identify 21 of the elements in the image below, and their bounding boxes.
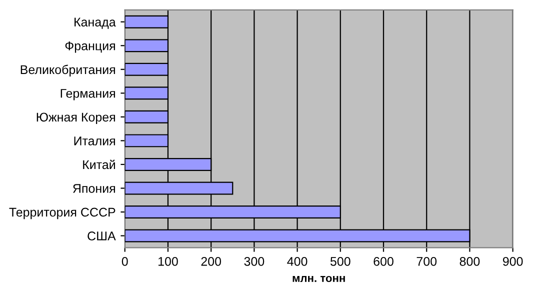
x-tick-label: 300 [244, 257, 264, 266]
y-tick-label: США [88, 232, 116, 240]
x-tick-label: 0 [122, 257, 128, 266]
y-tick-label: Канада [74, 18, 116, 29]
y-tick-label: Италия [74, 136, 115, 146]
x-tick-label: 900 [502, 257, 523, 266]
y-tick-label: Великобритания [20, 64, 115, 77]
x-tick-label: 200 [201, 257, 222, 266]
x-tick-label: 400 [287, 257, 308, 266]
x-tick-label: 800 [460, 257, 480, 266]
x-tick-label: 700 [416, 257, 437, 266]
y-tick-label: Китай [83, 160, 115, 170]
y-tick-label: Южная Корея [36, 112, 115, 124]
y-tick-label: Территория СССР [9, 208, 116, 220]
x-tick-label: 500 [330, 257, 350, 266]
x-tick-label: 600 [374, 257, 394, 266]
y-tick-label: Франция [65, 41, 115, 53]
y-tick-label: Германия [60, 89, 115, 100]
x-axis-title: млн. тонн [292, 276, 345, 282]
y-tick-label: Япония [73, 184, 115, 193]
x-tick-label: 100 [158, 257, 178, 266]
